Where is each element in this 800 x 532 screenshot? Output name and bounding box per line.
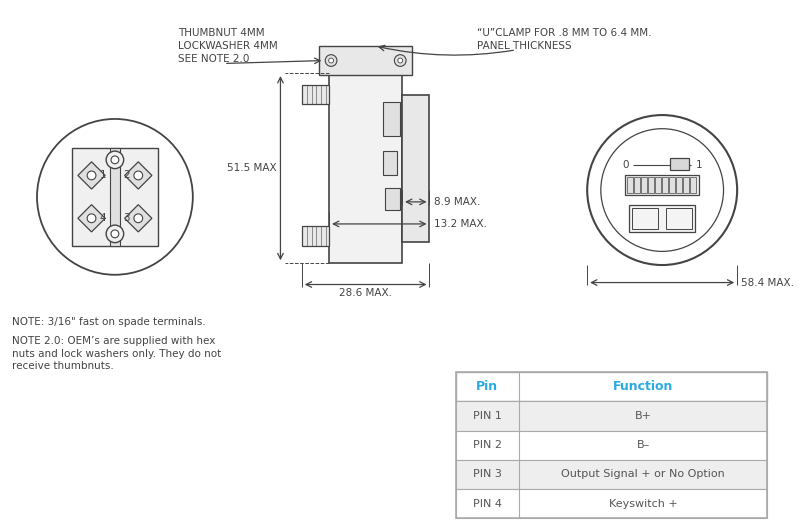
Bar [627, 177, 633, 193]
Circle shape [87, 214, 96, 223]
Bar [456, 372, 767, 401]
Text: SEE NOTE 2.0: SEE NOTE 2.0 [178, 54, 250, 64]
Text: NOTE 2.0: OEM’s are supplied with hex: NOTE 2.0: OEM’s are supplied with hex [12, 336, 215, 346]
Circle shape [587, 115, 737, 265]
Bar [669, 177, 675, 193]
Bar [302, 85, 329, 104]
Bar [632, 207, 658, 229]
Text: B+: B+ [634, 411, 652, 421]
Circle shape [111, 156, 119, 164]
Text: 3: 3 [123, 213, 130, 223]
Text: NOTE: 3/16" fast on spade terminals.: NOTE: 3/16" fast on spade terminals. [12, 317, 206, 327]
Text: Pin: Pin [476, 380, 498, 393]
Text: Keyswitch +: Keyswitch + [609, 498, 678, 509]
Text: 8.9 MAX.: 8.9 MAX. [434, 197, 481, 207]
Text: nuts and lock washers only. They do not: nuts and lock washers only. They do not [12, 349, 221, 359]
Bar [641, 177, 647, 193]
Text: receive thumbnuts.: receive thumbnuts. [12, 361, 114, 371]
Bar [382, 102, 400, 137]
Bar [110, 148, 120, 246]
Bar [629, 205, 695, 232]
Bar [662, 177, 668, 193]
Bar [676, 177, 682, 193]
Bar [670, 158, 690, 170]
Circle shape [398, 58, 402, 63]
Text: “U”CLAMP FOR .8 MM TO 6.4 MM.: “U”CLAMP FOR .8 MM TO 6.4 MM. [477, 28, 652, 38]
Circle shape [37, 119, 193, 275]
Text: 51.5 MAX: 51.5 MAX [227, 163, 277, 173]
Bar [456, 401, 767, 430]
Polygon shape [125, 162, 152, 189]
Circle shape [106, 225, 124, 243]
Bar [385, 188, 400, 210]
Text: 28.6 MAX.: 28.6 MAX. [339, 288, 392, 298]
Circle shape [394, 55, 406, 66]
Circle shape [106, 151, 124, 169]
Bar [456, 460, 767, 489]
Text: PIN 2: PIN 2 [473, 440, 502, 450]
Text: Function: Function [613, 380, 674, 393]
Polygon shape [125, 205, 152, 232]
Text: PIN 4: PIN 4 [473, 498, 502, 509]
Polygon shape [78, 205, 105, 232]
Bar [625, 176, 699, 195]
Bar [690, 177, 696, 193]
Bar [648, 177, 654, 193]
Bar [329, 73, 402, 263]
Bar [634, 177, 640, 193]
Bar [402, 95, 430, 242]
Text: 1: 1 [100, 170, 106, 180]
Bar [72, 148, 158, 246]
Text: 0: 0 [622, 160, 629, 170]
Bar [655, 177, 662, 193]
Circle shape [329, 58, 334, 63]
Text: PIN 1: PIN 1 [473, 411, 502, 421]
Text: Output Signal + or No Option: Output Signal + or No Option [562, 469, 725, 479]
Bar [683, 177, 690, 193]
Text: LOCKWASHER 4MM: LOCKWASHER 4MM [178, 41, 278, 51]
Bar [302, 226, 329, 246]
Text: 1: 1 [696, 160, 702, 170]
Bar [456, 372, 767, 518]
Text: 2: 2 [123, 170, 130, 180]
Text: 58.4 MAX.: 58.4 MAX. [741, 278, 794, 288]
Circle shape [601, 129, 723, 252]
Polygon shape [78, 162, 105, 189]
Bar [666, 207, 692, 229]
Text: PANEL THICKNESS: PANEL THICKNESS [477, 41, 572, 51]
Circle shape [87, 171, 96, 180]
Text: THUMBNUT 4MM: THUMBNUT 4MM [178, 28, 265, 38]
Bar [382, 151, 398, 176]
Bar [456, 430, 767, 460]
Bar [456, 489, 767, 518]
Circle shape [134, 214, 142, 223]
Text: 13.2 MAX.: 13.2 MAX. [434, 219, 487, 229]
Text: B–: B– [637, 440, 650, 450]
Bar [319, 46, 412, 75]
Circle shape [326, 55, 337, 66]
Text: 4: 4 [100, 213, 106, 223]
Circle shape [134, 171, 142, 180]
Circle shape [111, 230, 119, 238]
Text: PIN 3: PIN 3 [473, 469, 502, 479]
